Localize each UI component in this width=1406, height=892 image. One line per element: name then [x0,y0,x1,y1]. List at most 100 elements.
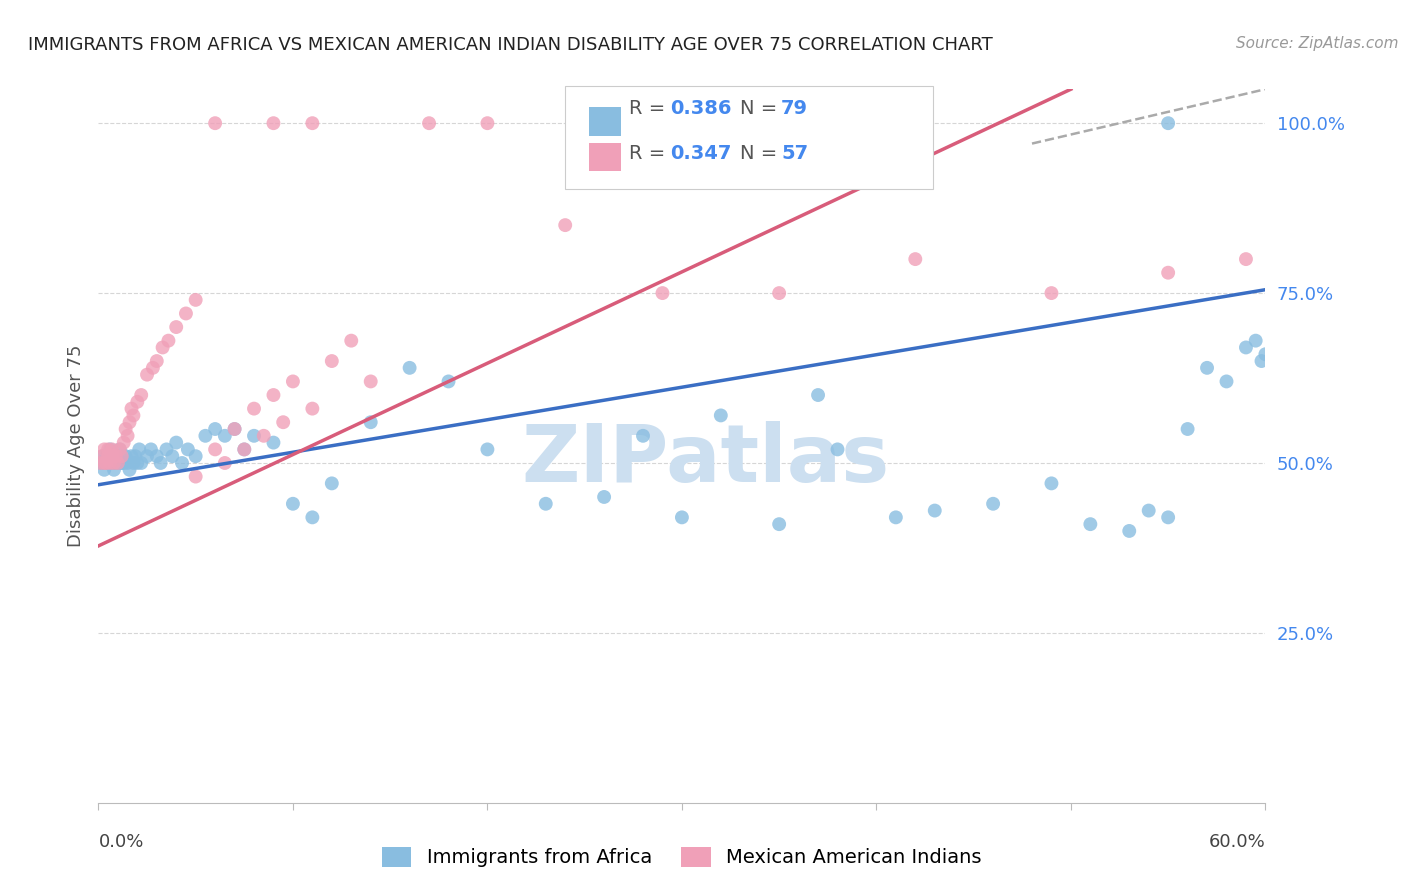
Point [437,375,460,389]
Point [214,429,236,443]
Point [98,456,121,470]
Point [204,116,226,130]
Point [243,429,266,443]
Point [157,334,180,348]
Point [96,449,118,463]
FancyBboxPatch shape [565,86,932,189]
Point [477,116,499,130]
Point [1254,347,1277,361]
Point [301,510,323,524]
Point [118,463,141,477]
Point [184,293,207,307]
Point [124,449,146,463]
Point [262,435,284,450]
Point [165,435,187,450]
Point [111,449,134,463]
Point [122,409,145,423]
Point [101,449,124,463]
Point [593,490,616,504]
Point [93,456,115,470]
Point [710,409,733,423]
Point [108,442,131,457]
Point [281,375,304,389]
Point [651,286,673,301]
Point [1157,116,1180,130]
Point [103,456,125,470]
Point [117,429,139,443]
Point [534,497,557,511]
Text: Source: ZipAtlas.com: Source: ZipAtlas.com [1236,36,1399,51]
Point [1137,503,1160,517]
Point [136,368,159,382]
FancyBboxPatch shape [589,143,621,171]
Text: 60.0%: 60.0% [1209,833,1265,851]
Point [1244,334,1267,348]
Text: R =: R = [630,144,672,163]
Point [139,442,162,457]
Point [1250,354,1272,368]
Point [884,510,907,524]
Point [214,456,236,470]
Point [98,442,121,457]
Point [301,401,323,416]
Point [107,456,129,470]
Point [93,463,115,477]
Point [152,341,174,355]
Point [1157,266,1180,280]
Text: N =: N = [741,144,783,163]
Point [128,442,150,457]
Point [477,442,499,457]
Point [233,442,256,457]
Point [170,456,193,470]
Point [121,401,143,416]
Point [1040,476,1063,491]
Legend: Immigrants from Africa, Mexican American Indians: Immigrants from Africa, Mexican American… [374,839,990,875]
Point [1234,341,1257,355]
Point [233,442,256,457]
Point [224,422,246,436]
Point [104,449,127,463]
Point [104,456,127,470]
Point [142,360,165,375]
Point [184,449,207,463]
Point [243,401,266,416]
Point [122,456,145,470]
Point [1177,422,1199,436]
Point [104,449,127,463]
Point [204,422,226,436]
Point [97,442,120,457]
Point [904,252,927,266]
Point [93,442,115,457]
Point [807,388,830,402]
Point [155,442,177,457]
Point [89,456,111,470]
Point [253,429,276,443]
Point [360,415,382,429]
Point [136,449,159,463]
Point [103,463,125,477]
Point [91,449,114,463]
Text: 0.0%: 0.0% [98,833,143,851]
Point [101,456,124,470]
Point [1234,252,1257,266]
Point [98,456,121,470]
Point [129,456,152,470]
Point [184,469,207,483]
Point [97,449,120,463]
Point [924,503,946,517]
Point [340,334,363,348]
Point [162,449,184,463]
Point [107,449,129,463]
Point [118,415,141,429]
Point [96,456,118,470]
FancyBboxPatch shape [589,107,621,136]
Point [321,354,343,368]
Point [127,394,149,409]
Point [827,442,849,457]
Point [112,456,135,470]
Text: 79: 79 [782,99,808,118]
Point [177,442,200,457]
Text: ZIPatlas: ZIPatlas [522,421,890,500]
Point [97,456,120,470]
Point [89,456,111,470]
